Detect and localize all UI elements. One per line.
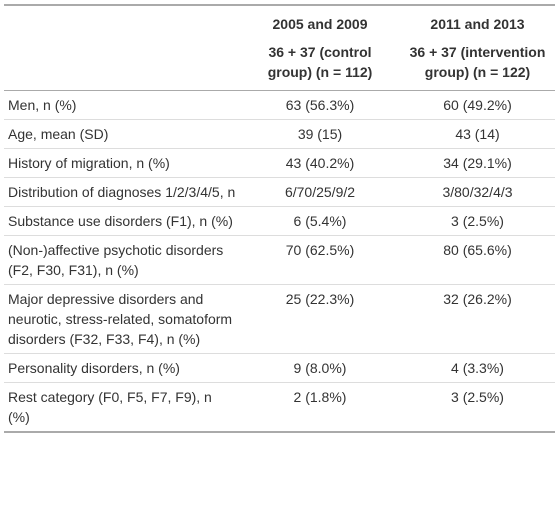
page: 2005 and 2009 36 + 37 (control group) (n … bbox=[0, 4, 559, 505]
value-cell: 63 (56.3%) bbox=[240, 90, 400, 120]
header-row: 2005 and 2009 36 + 37 (control group) (n … bbox=[4, 5, 555, 91]
table-body: Men, n (%) 63 (56.3%) 60 (49.2%) Age, mean … bbox=[4, 90, 555, 433]
table-row: Personality disorders, n (%) 9 (8.0%) 4 (3… bbox=[4, 353, 555, 383]
value-cell: 80 (65.6%) bbox=[400, 235, 555, 285]
value-cell: 34 (29.1%) bbox=[400, 148, 555, 178]
value-cell: 2 (1.8%) bbox=[240, 382, 400, 433]
table-row: History of migration, n (%) 43 (40.2%) 34 … bbox=[4, 148, 555, 178]
table-header: 2005 and 2009 36 + 37 (control group) (n … bbox=[4, 5, 555, 91]
header-cell: 2005 and 2009 36 + 37 (control group) (n … bbox=[240, 5, 400, 91]
value-cell: 3 (2.5%) bbox=[400, 206, 555, 236]
group-label: 36 + 37 (control group) (n = 112) bbox=[267, 44, 373, 80]
value-cell: 9 (8.0%) bbox=[240, 353, 400, 383]
value-cell: 60 (49.2%) bbox=[400, 90, 555, 120]
table-row: Men, n (%) 63 (56.3%) 60 (49.2%) bbox=[4, 90, 555, 120]
value-cell: 25 (22.3%) bbox=[240, 284, 400, 354]
value-cell: 6 (5.4%) bbox=[240, 206, 400, 236]
table-row: Rest category (F0, F5, F7, F9), n (%) 2 (… bbox=[4, 382, 555, 433]
value-cell: 3/80/32/4/3 bbox=[400, 177, 555, 207]
row-label: Age, mean (SD) bbox=[4, 119, 240, 149]
table-row: Distribution of diagnoses 1/2/3/4/5, n 6/… bbox=[4, 177, 555, 207]
value-cell: 43 (40.2%) bbox=[240, 148, 400, 178]
value-cell: 4 (3.3%) bbox=[400, 353, 555, 383]
table-row: Age, mean (SD) 39 (15) 43 (14) bbox=[4, 119, 555, 149]
header-cell bbox=[4, 5, 240, 91]
period-label: 2005 and 2009 bbox=[272, 16, 368, 32]
value-cell: 32 (26.2%) bbox=[400, 284, 555, 354]
period-label: 2011 and 2013 bbox=[430, 16, 525, 32]
value-cell: 6/70/25/9/2 bbox=[240, 177, 400, 207]
table-row: (Non-)affective psychotic disorders (F2,… bbox=[4, 235, 555, 285]
row-label: Men, n (%) bbox=[4, 90, 240, 120]
value-cell: 39 (15) bbox=[240, 119, 400, 149]
row-label: Distribution of diagnoses 1/2/3/4/5, n bbox=[4, 177, 240, 207]
row-label: Rest category (F0, F5, F7, F9), n (%) bbox=[4, 382, 240, 433]
row-label: Personality disorders, n (%) bbox=[4, 353, 240, 383]
row-label: History of migration, n (%) bbox=[4, 148, 240, 178]
value-cell: 70 (62.5%) bbox=[240, 235, 400, 285]
table-row: Major depressive disorders and neurotic,… bbox=[4, 284, 555, 354]
table-row: Substance use disorders (F1), n (%) 6 (5.… bbox=[4, 206, 555, 236]
group-label: 36 + 37 (intervention group) (n = 122) bbox=[409, 44, 546, 80]
value-cell: 43 (14) bbox=[400, 119, 555, 149]
row-label: Substance use disorders (F1), n (%) bbox=[4, 206, 240, 236]
value-cell: 3 (2.5%) bbox=[400, 382, 555, 433]
header-cell: 2011 and 2013 36 + 37 (intervention group… bbox=[400, 5, 555, 91]
row-label: Major depressive disorders and neurotic,… bbox=[4, 284, 240, 354]
row-label: (Non-)affective psychotic disorders (F2,… bbox=[4, 235, 240, 285]
data-table: 2005 and 2009 36 + 37 (control group) (n … bbox=[4, 4, 555, 433]
